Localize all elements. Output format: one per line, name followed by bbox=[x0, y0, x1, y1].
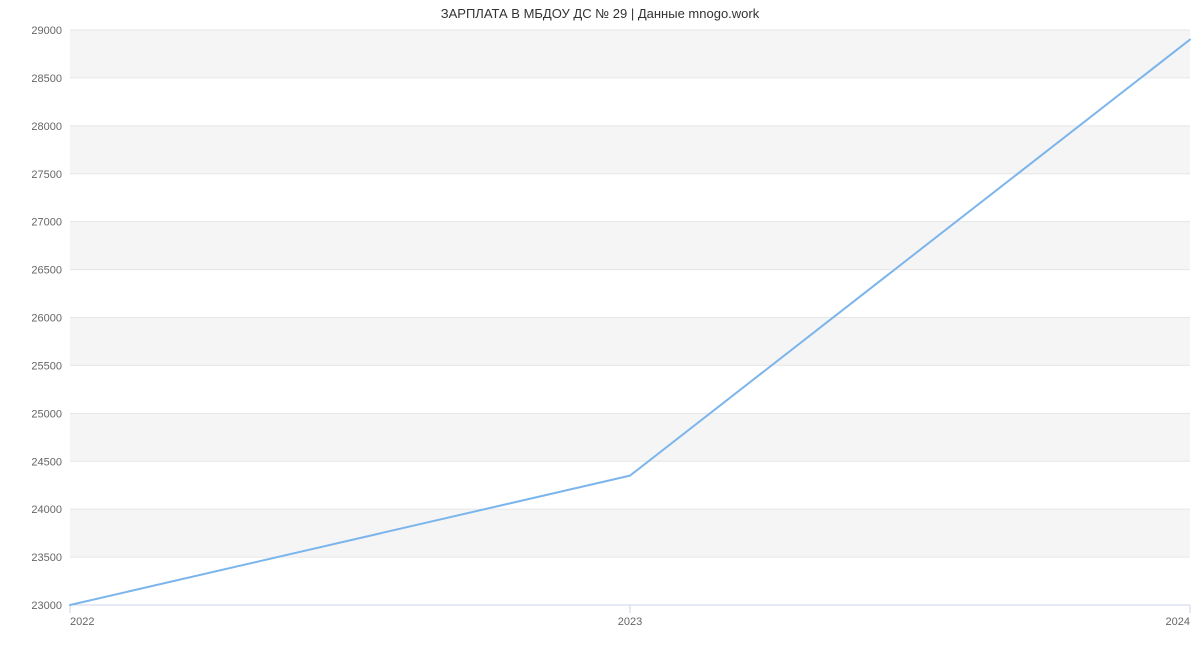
plot-band bbox=[70, 126, 1190, 174]
y-tick-label: 29000 bbox=[31, 25, 62, 37]
y-tick-label: 27000 bbox=[31, 217, 62, 229]
y-tick-label: 28500 bbox=[31, 73, 62, 85]
x-tick-label: 2023 bbox=[618, 616, 642, 628]
chart-title: ЗАРПЛАТА В МБДОУ ДС № 29 | Данные mnogo.… bbox=[0, 6, 1200, 21]
y-tick-label: 23500 bbox=[31, 552, 62, 564]
y-tick-label: 24500 bbox=[31, 456, 62, 468]
salary-line-chart: ЗАРПЛАТА В МБДОУ ДС № 29 | Данные mnogo.… bbox=[0, 0, 1200, 650]
x-tick-label: 2022 bbox=[70, 616, 94, 628]
y-tick-label: 27500 bbox=[31, 169, 62, 181]
y-tick-label: 24000 bbox=[31, 504, 62, 516]
y-tick-label: 25000 bbox=[31, 408, 62, 420]
y-tick-label: 25500 bbox=[31, 360, 62, 372]
y-tick-label: 26000 bbox=[31, 313, 62, 325]
y-tick-label: 23000 bbox=[31, 600, 62, 612]
chart-svg: 23000 23500 24000 24500 25000 25500 26000 26500… bbox=[0, 0, 1200, 650]
y-tick-label: 26500 bbox=[31, 265, 62, 277]
plot-band bbox=[70, 318, 1190, 366]
plot-band bbox=[70, 222, 1190, 270]
plot-band bbox=[70, 30, 1190, 78]
plot-band bbox=[70, 413, 1190, 461]
y-tick-label: 28000 bbox=[31, 121, 62, 133]
x-tick-label: 2024 bbox=[1166, 616, 1190, 628]
plot-band bbox=[70, 509, 1190, 557]
